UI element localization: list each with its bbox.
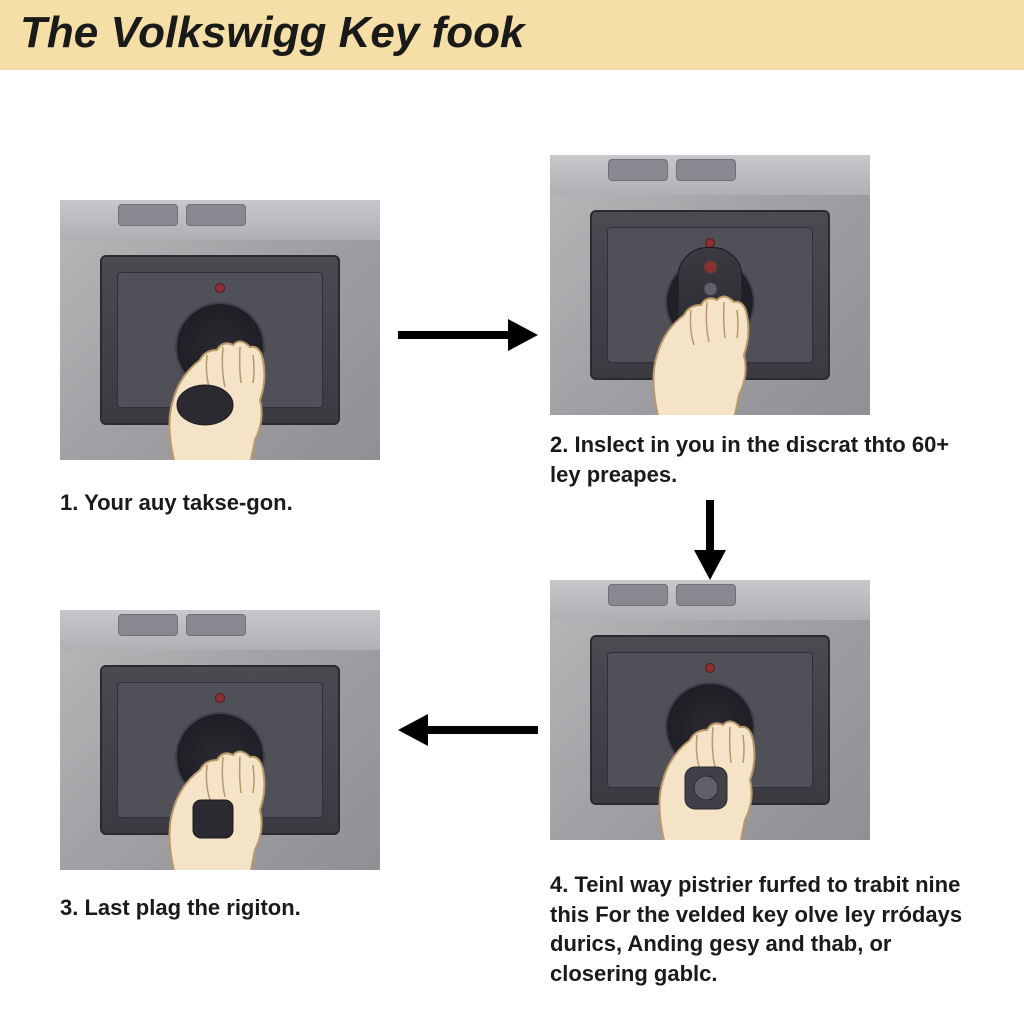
step-caption-1: 1. Your auy takse-gon. (60, 488, 440, 518)
led-indicator-icon (215, 693, 225, 703)
hand-icon (629, 260, 779, 415)
header-banner: The Volkswigg Key fook (0, 0, 1024, 70)
step-panel-4 (550, 580, 870, 840)
panel-illustration (60, 200, 380, 460)
hand-icon (635, 685, 785, 840)
panel-illustration (550, 580, 870, 840)
dash-button-icon (118, 614, 178, 636)
panel-illustration (550, 155, 870, 415)
dash-button-icon (608, 159, 668, 181)
flow-arrow-left-icon (398, 710, 538, 750)
dashboard-trim (550, 155, 870, 195)
dash-button-icon (608, 584, 668, 606)
dashboard-trim (550, 580, 870, 620)
step-caption-4: 4. Teinl way pistrier furfed to trabit n… (550, 870, 980, 989)
dashboard-trim (60, 610, 380, 650)
panel-illustration (60, 610, 380, 870)
dash-button-icon (118, 204, 178, 226)
flow-arrow-right-icon (398, 315, 538, 355)
hand-icon (145, 715, 295, 870)
dash-button-icon (676, 584, 736, 606)
step-caption-3: 3. Last plag the rigiton. (60, 893, 440, 923)
dash-button-icon (186, 614, 246, 636)
step-panel-2 (550, 155, 870, 415)
diagram-content: 1. Your auy takse-gon. (0, 70, 1024, 1024)
dash-button-icon (186, 204, 246, 226)
led-indicator-icon (705, 663, 715, 673)
page-title: The Volkswigg Key fook (20, 8, 1004, 58)
hand-icon (145, 305, 295, 460)
step-panel-1 (60, 200, 380, 460)
dash-button-icon (676, 159, 736, 181)
flow-arrow-down-icon (690, 500, 730, 580)
led-indicator-icon (215, 283, 225, 293)
step-caption-2: 2. Inslect in you in the discrat thto 60… (550, 430, 970, 489)
dashboard-trim (60, 200, 380, 240)
step-panel-3 (60, 610, 380, 870)
